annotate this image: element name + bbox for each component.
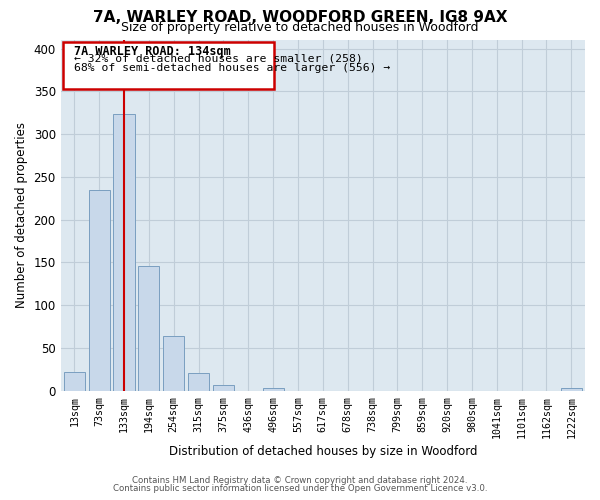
- Bar: [188, 372, 209, 390]
- Bar: [561, 388, 582, 390]
- Y-axis label: Number of detached properties: Number of detached properties: [15, 122, 28, 308]
- Bar: [213, 384, 234, 390]
- Text: ← 32% of detached houses are smaller (258): ← 32% of detached houses are smaller (25…: [74, 54, 363, 64]
- Text: Contains public sector information licensed under the Open Government Licence v3: Contains public sector information licen…: [113, 484, 487, 493]
- Bar: [263, 388, 284, 390]
- FancyBboxPatch shape: [63, 42, 274, 89]
- Bar: [64, 372, 85, 390]
- X-axis label: Distribution of detached houses by size in Woodford: Distribution of detached houses by size …: [169, 444, 477, 458]
- Bar: [89, 190, 110, 390]
- Text: Size of property relative to detached houses in Woodford: Size of property relative to detached ho…: [121, 21, 479, 34]
- Text: 7A WARLEY ROAD: 134sqm: 7A WARLEY ROAD: 134sqm: [74, 45, 231, 58]
- Text: 7A, WARLEY ROAD, WOODFORD GREEN, IG8 9AX: 7A, WARLEY ROAD, WOODFORD GREEN, IG8 9AX: [93, 10, 507, 25]
- Text: 68% of semi-detached houses are larger (556) →: 68% of semi-detached houses are larger (…: [74, 63, 391, 73]
- Bar: [113, 114, 134, 390]
- Text: Contains HM Land Registry data © Crown copyright and database right 2024.: Contains HM Land Registry data © Crown c…: [132, 476, 468, 485]
- Bar: [139, 266, 160, 390]
- Bar: [163, 336, 184, 390]
